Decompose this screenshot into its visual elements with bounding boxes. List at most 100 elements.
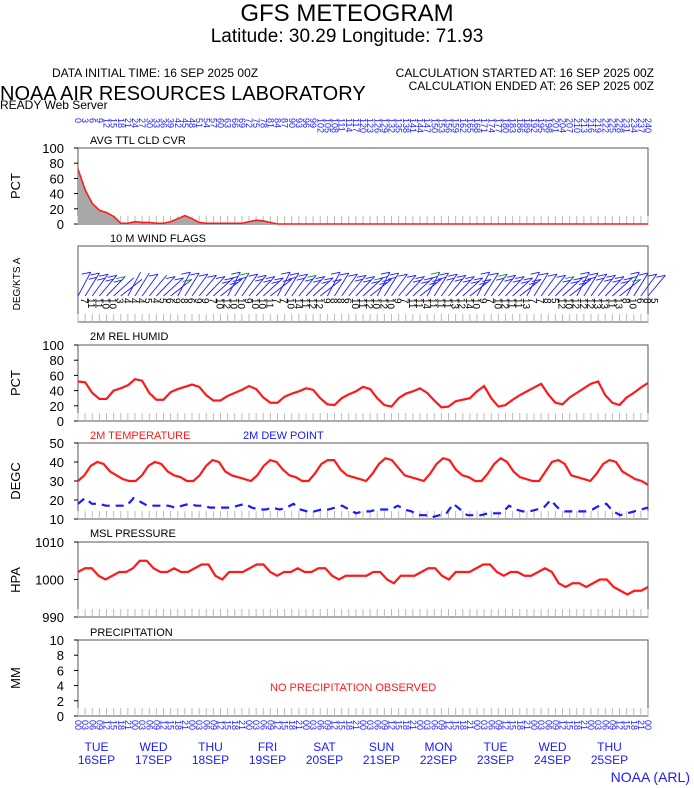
wind-speed-label: 14 <box>463 298 474 310</box>
wind-barb-staff <box>284 272 300 297</box>
hour-label: 00 <box>472 720 482 730</box>
wind-barb-staff <box>127 271 141 297</box>
hour-label: 00 <box>586 720 596 730</box>
wind-speed-label: 13 <box>591 298 602 310</box>
wind-barb-staff <box>555 276 575 297</box>
wind-barb-flag <box>480 271 490 275</box>
wind-speed-label: 10 <box>370 298 381 310</box>
ytick-label-humidity: 100 <box>42 338 64 353</box>
forecast-hour-label: 33 <box>151 118 161 128</box>
day-of-week-label: THU <box>597 740 622 754</box>
wind-speed-label: 8 <box>178 298 189 304</box>
wind-speed-label: 7 <box>484 298 495 304</box>
forecast-hour-label: 177 <box>493 118 503 133</box>
wind-barb-flag <box>274 277 284 281</box>
forecast-hour-label: 162 <box>458 118 468 133</box>
hour-label: 21 <box>237 720 247 730</box>
hour-label: 18 <box>344 720 354 730</box>
wind-speed-label: 11 <box>413 298 424 309</box>
wind-barb-flag <box>190 272 200 276</box>
forecast-hour-label: 24 <box>130 118 140 128</box>
wind-barb-flag <box>174 277 184 281</box>
wind-barb-flag <box>647 273 657 277</box>
hour-label: 06 <box>372 720 382 730</box>
wind-barb-flag <box>504 278 513 282</box>
wind-barb-staff <box>227 271 241 297</box>
ylabel-cloud: PCT <box>8 173 23 199</box>
wind-barb-flag <box>387 276 397 280</box>
forecast-hour-label: 60 <box>216 118 226 128</box>
wind-barb-flag <box>578 276 588 280</box>
hour-label: 06 <box>486 720 496 730</box>
hour-label: 00 <box>73 720 83 730</box>
wind-barb-flag <box>271 280 280 284</box>
day-of-week-label: THU <box>198 740 223 754</box>
wind-barb-flag <box>515 276 525 280</box>
wind-speed-label: 11 <box>263 298 274 309</box>
wind-speed-label: 5 <box>142 298 153 304</box>
forecast-hour-label: 135 <box>394 118 404 133</box>
ytick-label-humidity: 60 <box>50 368 64 383</box>
wind-speed-label: 11 <box>92 298 103 309</box>
wind-barb-flag <box>182 278 192 282</box>
wind-speed-label: 13 <box>520 298 531 310</box>
wind-speed-label: 11 <box>506 298 517 309</box>
humidity-panel-title: 2M REL HUMID <box>90 331 169 343</box>
wind-speed-label: 4 <box>128 298 139 304</box>
wind-barb-staff <box>170 279 193 297</box>
hour-label: 03 <box>251 720 261 730</box>
panel-frame-cloud <box>77 147 649 225</box>
wind-barb-staff <box>334 272 350 297</box>
forecast-hour-label: 117 <box>351 118 361 132</box>
panel-frame-precipitation <box>77 639 649 717</box>
wind-speed-label: 8 <box>327 298 338 304</box>
forecast-hour-label: 192 <box>529 118 539 133</box>
wind-barb-staff <box>433 272 449 297</box>
wind-barb-staff <box>220 279 243 297</box>
hour-label: 06 <box>600 720 610 730</box>
hour-label: 03 <box>536 720 546 730</box>
series-line-temperature-1 <box>77 496 649 519</box>
wind-barb-staff <box>234 272 250 297</box>
wind-barb-staff <box>348 275 367 297</box>
wind-barb-flag <box>446 277 455 281</box>
wind-barb-staff <box>213 277 234 297</box>
hour-label: 03 <box>194 720 204 730</box>
forecast-hour-label: 99 <box>308 118 318 128</box>
hour-label: 00 <box>244 720 254 730</box>
wind-barb-staff <box>647 275 666 297</box>
wind-speed-label: 9 <box>320 298 331 304</box>
wind-speed-label: 11 <box>427 298 438 309</box>
wind-barb-flag <box>282 278 292 282</box>
hour-label: 00 <box>130 720 140 730</box>
day-date-label: 20SEP <box>306 753 343 767</box>
wind-barb-flag <box>181 271 191 275</box>
wind-speed-label: 12 <box>577 298 588 310</box>
wind-speed-label: 6 <box>634 298 645 304</box>
wind-speed-label: 6 <box>164 298 175 304</box>
hour-label: 06 <box>315 720 325 730</box>
wind-barb-flag <box>148 273 159 277</box>
wind-barb-flag <box>470 280 480 284</box>
ytick-label-cloud: 100 <box>42 141 64 156</box>
wind-barb-flag <box>587 276 596 280</box>
wind-barb-flag <box>614 276 625 280</box>
wind-speed-label: 7 <box>278 298 289 304</box>
ylabel-wind: DEG/KTS A <box>12 257 23 310</box>
ylabel-humidity: PCT <box>8 370 23 396</box>
wind-speed-label: 10 <box>249 298 260 310</box>
ytick-label-humidity: 40 <box>50 384 64 399</box>
wind-speed-label: 12 <box>570 298 581 310</box>
wind-barb-flag <box>512 279 521 283</box>
wind-barb-flag <box>229 276 239 280</box>
forecast-hour-label: 207 <box>565 118 575 133</box>
hour-label: 12 <box>501 720 511 730</box>
forecast-hour-label: 219 <box>593 118 603 133</box>
wind-barb-flag <box>415 276 425 280</box>
wind-barb-staff <box>391 273 408 297</box>
ytick-label-cloud: 20 <box>50 202 64 217</box>
day-of-week-label: FRI <box>258 740 277 754</box>
wind-barb-flag <box>339 272 349 276</box>
forecast-hour-label: 84 <box>273 118 283 128</box>
